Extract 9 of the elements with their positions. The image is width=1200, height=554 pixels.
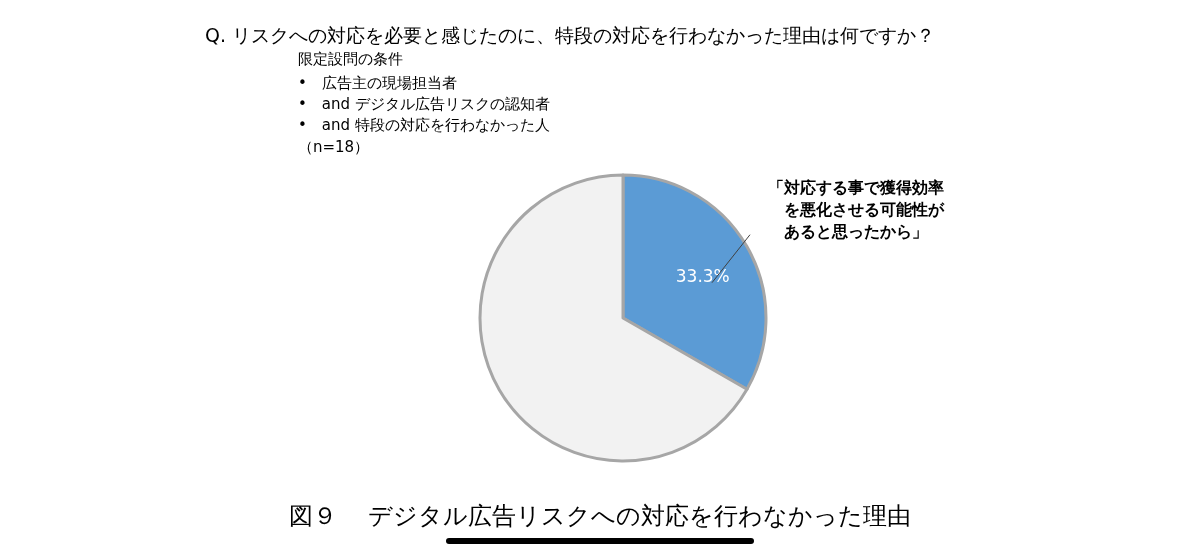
text: • 広告主の現場担当者 <box>298 74 457 92</box>
text: • and 特段の対応を行わなかった人 <box>298 116 550 134</box>
text: • and デジタル広告リスクの認知者 <box>298 95 550 113</box>
slice-label: 「対応する事で獲得効率を悪化させる可能性があると思ったから」 <box>768 178 945 241</box>
chart-title: Q. リスクへの対応を必要と感じたのに、特段の対応を行わなかった理由は何ですか？ <box>205 24 936 46</box>
caption: 図９ デジタル広告リスクへの対応を行わなかった理由 <box>288 502 912 530</box>
data-label: 33.3% <box>675 266 730 287</box>
text: 限定設問の条件 <box>298 50 403 68</box>
text: （n=18） <box>298 138 370 156</box>
